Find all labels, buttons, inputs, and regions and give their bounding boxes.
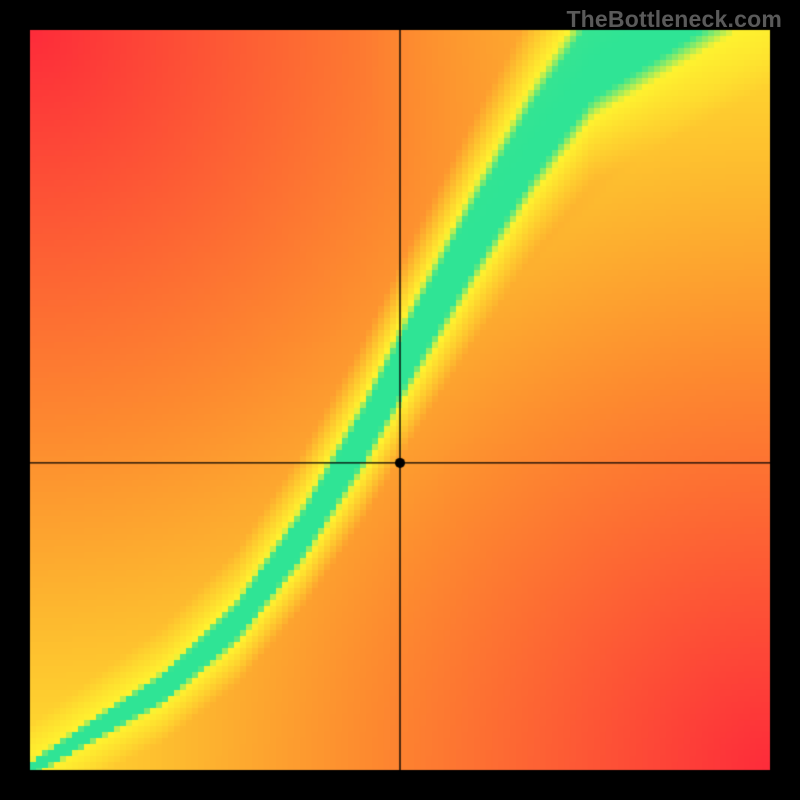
chart-container: TheBottleneck.com: [0, 0, 800, 800]
bottleneck-heatmap: [0, 0, 800, 800]
watermark-text: TheBottleneck.com: [566, 6, 782, 33]
